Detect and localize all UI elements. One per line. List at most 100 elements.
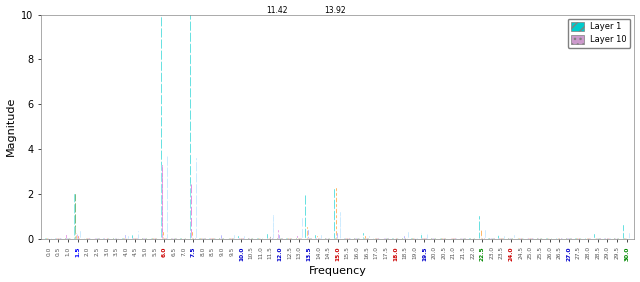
Bar xyxy=(520,237,521,239)
Bar xyxy=(57,237,58,239)
Bar xyxy=(395,237,396,239)
Bar xyxy=(296,237,297,239)
Bar xyxy=(485,230,486,239)
Bar xyxy=(146,237,147,239)
Bar xyxy=(58,237,59,239)
Bar xyxy=(268,237,269,239)
Bar xyxy=(224,237,225,239)
Bar xyxy=(193,237,194,239)
Bar xyxy=(415,237,416,239)
Bar xyxy=(143,237,144,239)
Bar xyxy=(345,237,346,239)
Bar xyxy=(445,237,446,239)
Bar xyxy=(538,237,539,239)
Bar xyxy=(263,237,264,239)
Bar xyxy=(281,237,282,239)
Bar xyxy=(442,237,443,239)
Bar xyxy=(176,237,177,239)
Bar xyxy=(125,235,126,239)
Bar xyxy=(319,237,320,239)
Bar xyxy=(163,232,164,239)
Bar xyxy=(383,237,384,239)
Bar xyxy=(338,236,339,239)
Bar xyxy=(627,237,628,239)
Bar xyxy=(473,237,474,239)
Bar xyxy=(618,237,619,239)
Bar xyxy=(446,237,447,239)
Bar xyxy=(575,237,576,239)
Bar xyxy=(279,235,280,239)
Bar xyxy=(334,189,335,239)
Bar xyxy=(417,237,418,239)
Bar xyxy=(387,237,388,239)
Bar xyxy=(114,237,115,239)
Bar xyxy=(530,237,531,239)
Bar xyxy=(262,237,263,239)
Bar xyxy=(175,237,176,239)
X-axis label: Frequency: Frequency xyxy=(308,266,367,276)
Bar xyxy=(213,237,214,239)
Bar xyxy=(180,237,181,239)
Bar xyxy=(364,237,365,239)
Bar xyxy=(55,237,56,239)
Bar xyxy=(84,237,85,239)
Bar xyxy=(407,237,408,239)
Bar xyxy=(166,237,167,239)
Bar xyxy=(629,233,630,239)
Bar xyxy=(49,237,50,239)
Bar xyxy=(441,237,442,239)
Bar xyxy=(514,235,515,239)
Legend: Layer 1, Layer 10: Layer 1, Layer 10 xyxy=(568,19,630,48)
Bar xyxy=(277,237,278,239)
Bar xyxy=(522,237,523,239)
Bar xyxy=(537,234,538,239)
Bar xyxy=(298,236,299,239)
Bar xyxy=(164,237,165,239)
Bar xyxy=(142,237,143,239)
Bar xyxy=(465,237,466,239)
Bar xyxy=(348,237,349,239)
Bar xyxy=(144,237,145,239)
Bar xyxy=(122,237,123,239)
Bar xyxy=(504,236,505,239)
Bar xyxy=(540,237,541,239)
Bar xyxy=(492,237,493,239)
Bar xyxy=(533,237,534,239)
Bar xyxy=(253,237,254,239)
Bar xyxy=(346,237,347,239)
Bar xyxy=(155,237,156,239)
Bar xyxy=(290,237,291,239)
Bar xyxy=(154,237,155,239)
Bar xyxy=(324,237,325,239)
Bar xyxy=(378,237,379,239)
Bar xyxy=(165,237,166,239)
Bar xyxy=(560,237,561,239)
Bar xyxy=(228,237,229,239)
Bar xyxy=(260,237,261,239)
Bar xyxy=(127,237,128,239)
Bar xyxy=(566,237,567,239)
Bar xyxy=(51,237,52,239)
Bar xyxy=(171,237,172,239)
Bar xyxy=(85,237,86,239)
Bar xyxy=(286,237,287,239)
Bar xyxy=(375,237,376,239)
Bar xyxy=(539,237,540,239)
Bar xyxy=(368,237,369,239)
Bar xyxy=(619,237,620,239)
Bar xyxy=(518,237,519,239)
Bar xyxy=(95,237,96,239)
Bar xyxy=(202,237,203,239)
Bar xyxy=(335,237,336,239)
Bar xyxy=(107,237,108,239)
Bar xyxy=(600,235,601,239)
Bar xyxy=(488,237,489,239)
Bar xyxy=(240,237,241,239)
Bar xyxy=(75,194,76,239)
Bar xyxy=(56,237,57,239)
Bar xyxy=(561,237,562,239)
Bar xyxy=(569,237,570,239)
Bar xyxy=(291,237,292,239)
Bar xyxy=(425,237,426,239)
Bar xyxy=(203,237,204,239)
